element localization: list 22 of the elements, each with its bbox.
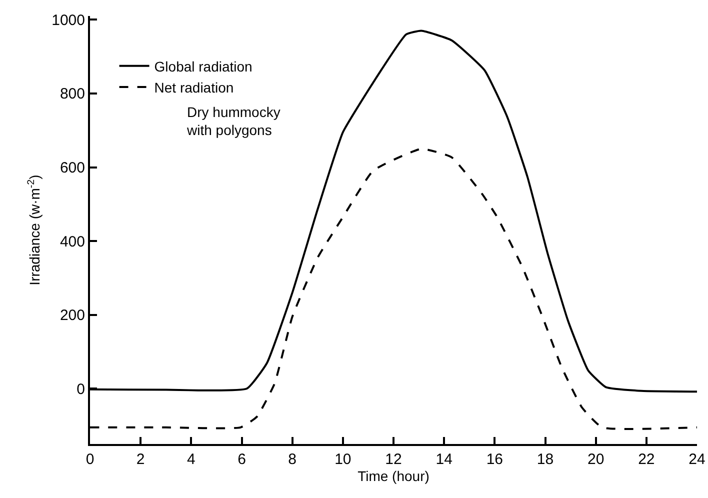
x-tick-label: 20: [587, 451, 604, 468]
y-tick-label: 0: [76, 380, 85, 398]
x-tick-label: 8: [288, 451, 296, 468]
x-tick-label: 22: [638, 451, 655, 468]
y-tick-label: 600: [60, 160, 85, 177]
legend-label: Global radiation: [154, 58, 252, 74]
x-tick-label: 10: [334, 451, 352, 468]
x-tick-label: 14: [436, 451, 452, 468]
y-tick-label: 800: [60, 86, 85, 103]
x-tick-label: 6: [238, 451, 246, 468]
x-tick-label: 24: [688, 451, 706, 468]
y-tick-label: 200: [60, 307, 85, 324]
y-tick-label: 400: [60, 233, 85, 250]
annotation: Dry hummocky with polygons: [186, 104, 280, 138]
y-tick-label: 1000: [52, 12, 85, 29]
x-tick-label: 18: [536, 451, 554, 468]
x-tick-label: 2: [136, 451, 145, 468]
x-tick-label: 16: [486, 451, 504, 468]
x-axis-title: Time (hour): [358, 468, 430, 484]
x-tick-label: 12: [385, 451, 402, 468]
legend-label: Net radiation: [154, 80, 234, 96]
x-tick-label: 4: [187, 451, 196, 468]
